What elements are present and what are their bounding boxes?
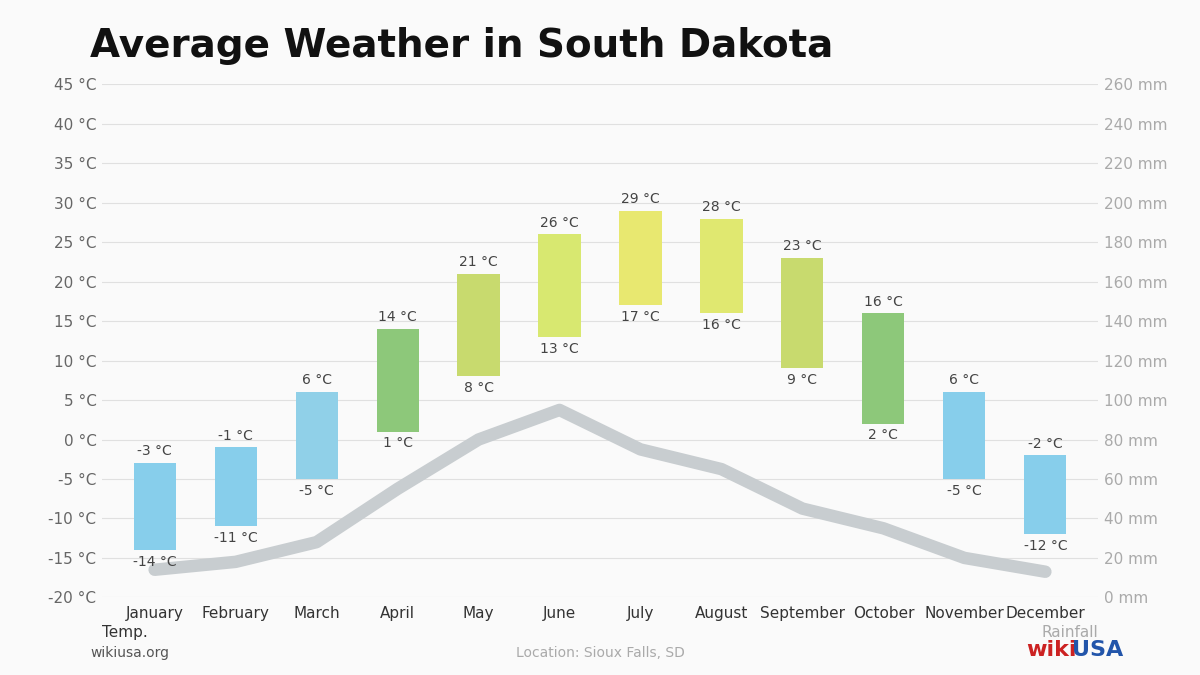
Text: -12 °C: -12 °C <box>1024 539 1067 553</box>
Bar <box>457 274 499 377</box>
Text: -14 °C: -14 °C <box>133 555 176 569</box>
Bar <box>781 258 823 369</box>
Text: 23 °C: 23 °C <box>784 239 822 253</box>
Bar <box>295 392 337 479</box>
Bar <box>539 234 581 337</box>
Text: 2 °C: 2 °C <box>869 429 899 443</box>
Text: 17 °C: 17 °C <box>622 310 660 324</box>
Text: 9 °C: 9 °C <box>787 373 817 387</box>
Text: 6 °C: 6 °C <box>949 373 979 387</box>
Text: USA: USA <box>1072 640 1123 660</box>
Text: Temp.: Temp. <box>102 625 148 640</box>
Text: Rainfall: Rainfall <box>1042 625 1098 640</box>
Bar <box>619 211 661 305</box>
Text: -2 °C: -2 °C <box>1028 437 1063 451</box>
Bar <box>1025 456 1067 534</box>
Text: 16 °C: 16 °C <box>864 294 902 308</box>
Text: 1 °C: 1 °C <box>383 436 413 450</box>
Text: wiki: wiki <box>1026 640 1076 660</box>
Text: 26 °C: 26 °C <box>540 215 578 230</box>
Text: -5 °C: -5 °C <box>299 484 334 497</box>
Bar <box>701 219 743 313</box>
Text: -11 °C: -11 °C <box>214 531 258 545</box>
Text: 13 °C: 13 °C <box>540 342 578 356</box>
Bar <box>215 448 257 526</box>
Text: 21 °C: 21 °C <box>460 255 498 269</box>
Text: Location: Sioux Falls, SD: Location: Sioux Falls, SD <box>516 646 684 660</box>
Text: Average Weather in South Dakota: Average Weather in South Dakota <box>90 27 833 65</box>
Bar <box>943 392 985 479</box>
Text: 28 °C: 28 °C <box>702 200 740 214</box>
Text: -5 °C: -5 °C <box>947 484 982 497</box>
Bar <box>377 329 419 431</box>
Bar <box>133 463 175 550</box>
Bar <box>863 313 905 424</box>
Text: wikiusa.org: wikiusa.org <box>90 646 169 660</box>
Text: 8 °C: 8 °C <box>463 381 493 395</box>
Text: -3 °C: -3 °C <box>137 444 172 458</box>
Text: 6 °C: 6 °C <box>301 373 331 387</box>
Text: -1 °C: -1 °C <box>218 429 253 443</box>
Text: 29 °C: 29 °C <box>622 192 660 206</box>
Text: 16 °C: 16 °C <box>702 318 740 332</box>
Text: 14 °C: 14 °C <box>378 310 416 324</box>
